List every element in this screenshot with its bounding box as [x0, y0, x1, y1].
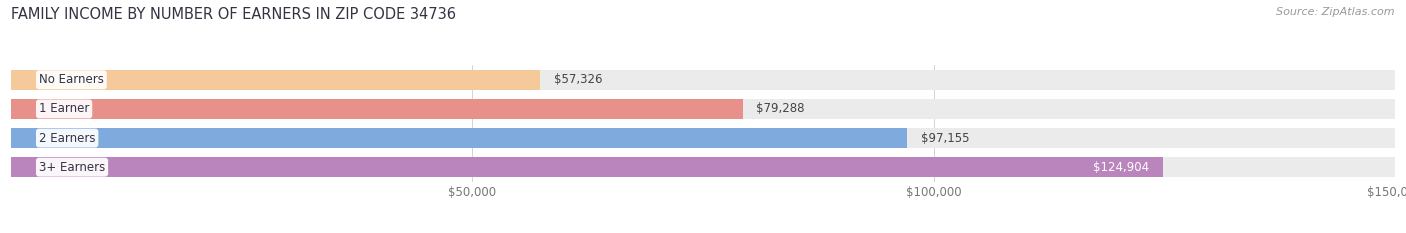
- Bar: [11, 128, 1395, 148]
- Bar: [11, 99, 742, 119]
- Bar: [11, 157, 1163, 177]
- Text: $79,288: $79,288: [756, 103, 804, 115]
- Text: Source: ZipAtlas.com: Source: ZipAtlas.com: [1277, 7, 1395, 17]
- Text: No Earners: No Earners: [39, 73, 104, 86]
- Bar: [11, 128, 907, 148]
- Bar: [11, 70, 1395, 90]
- Text: 3+ Earners: 3+ Earners: [39, 161, 105, 174]
- Text: $97,155: $97,155: [921, 132, 970, 144]
- Bar: [11, 99, 1395, 119]
- Text: 2 Earners: 2 Earners: [39, 132, 96, 144]
- Text: FAMILY INCOME BY NUMBER OF EARNERS IN ZIP CODE 34736: FAMILY INCOME BY NUMBER OF EARNERS IN ZI…: [11, 7, 457, 22]
- Text: 1 Earner: 1 Earner: [39, 103, 90, 115]
- Bar: [11, 157, 1395, 177]
- Text: $57,326: $57,326: [554, 73, 602, 86]
- Bar: [11, 70, 540, 90]
- Text: $124,904: $124,904: [1094, 161, 1150, 174]
